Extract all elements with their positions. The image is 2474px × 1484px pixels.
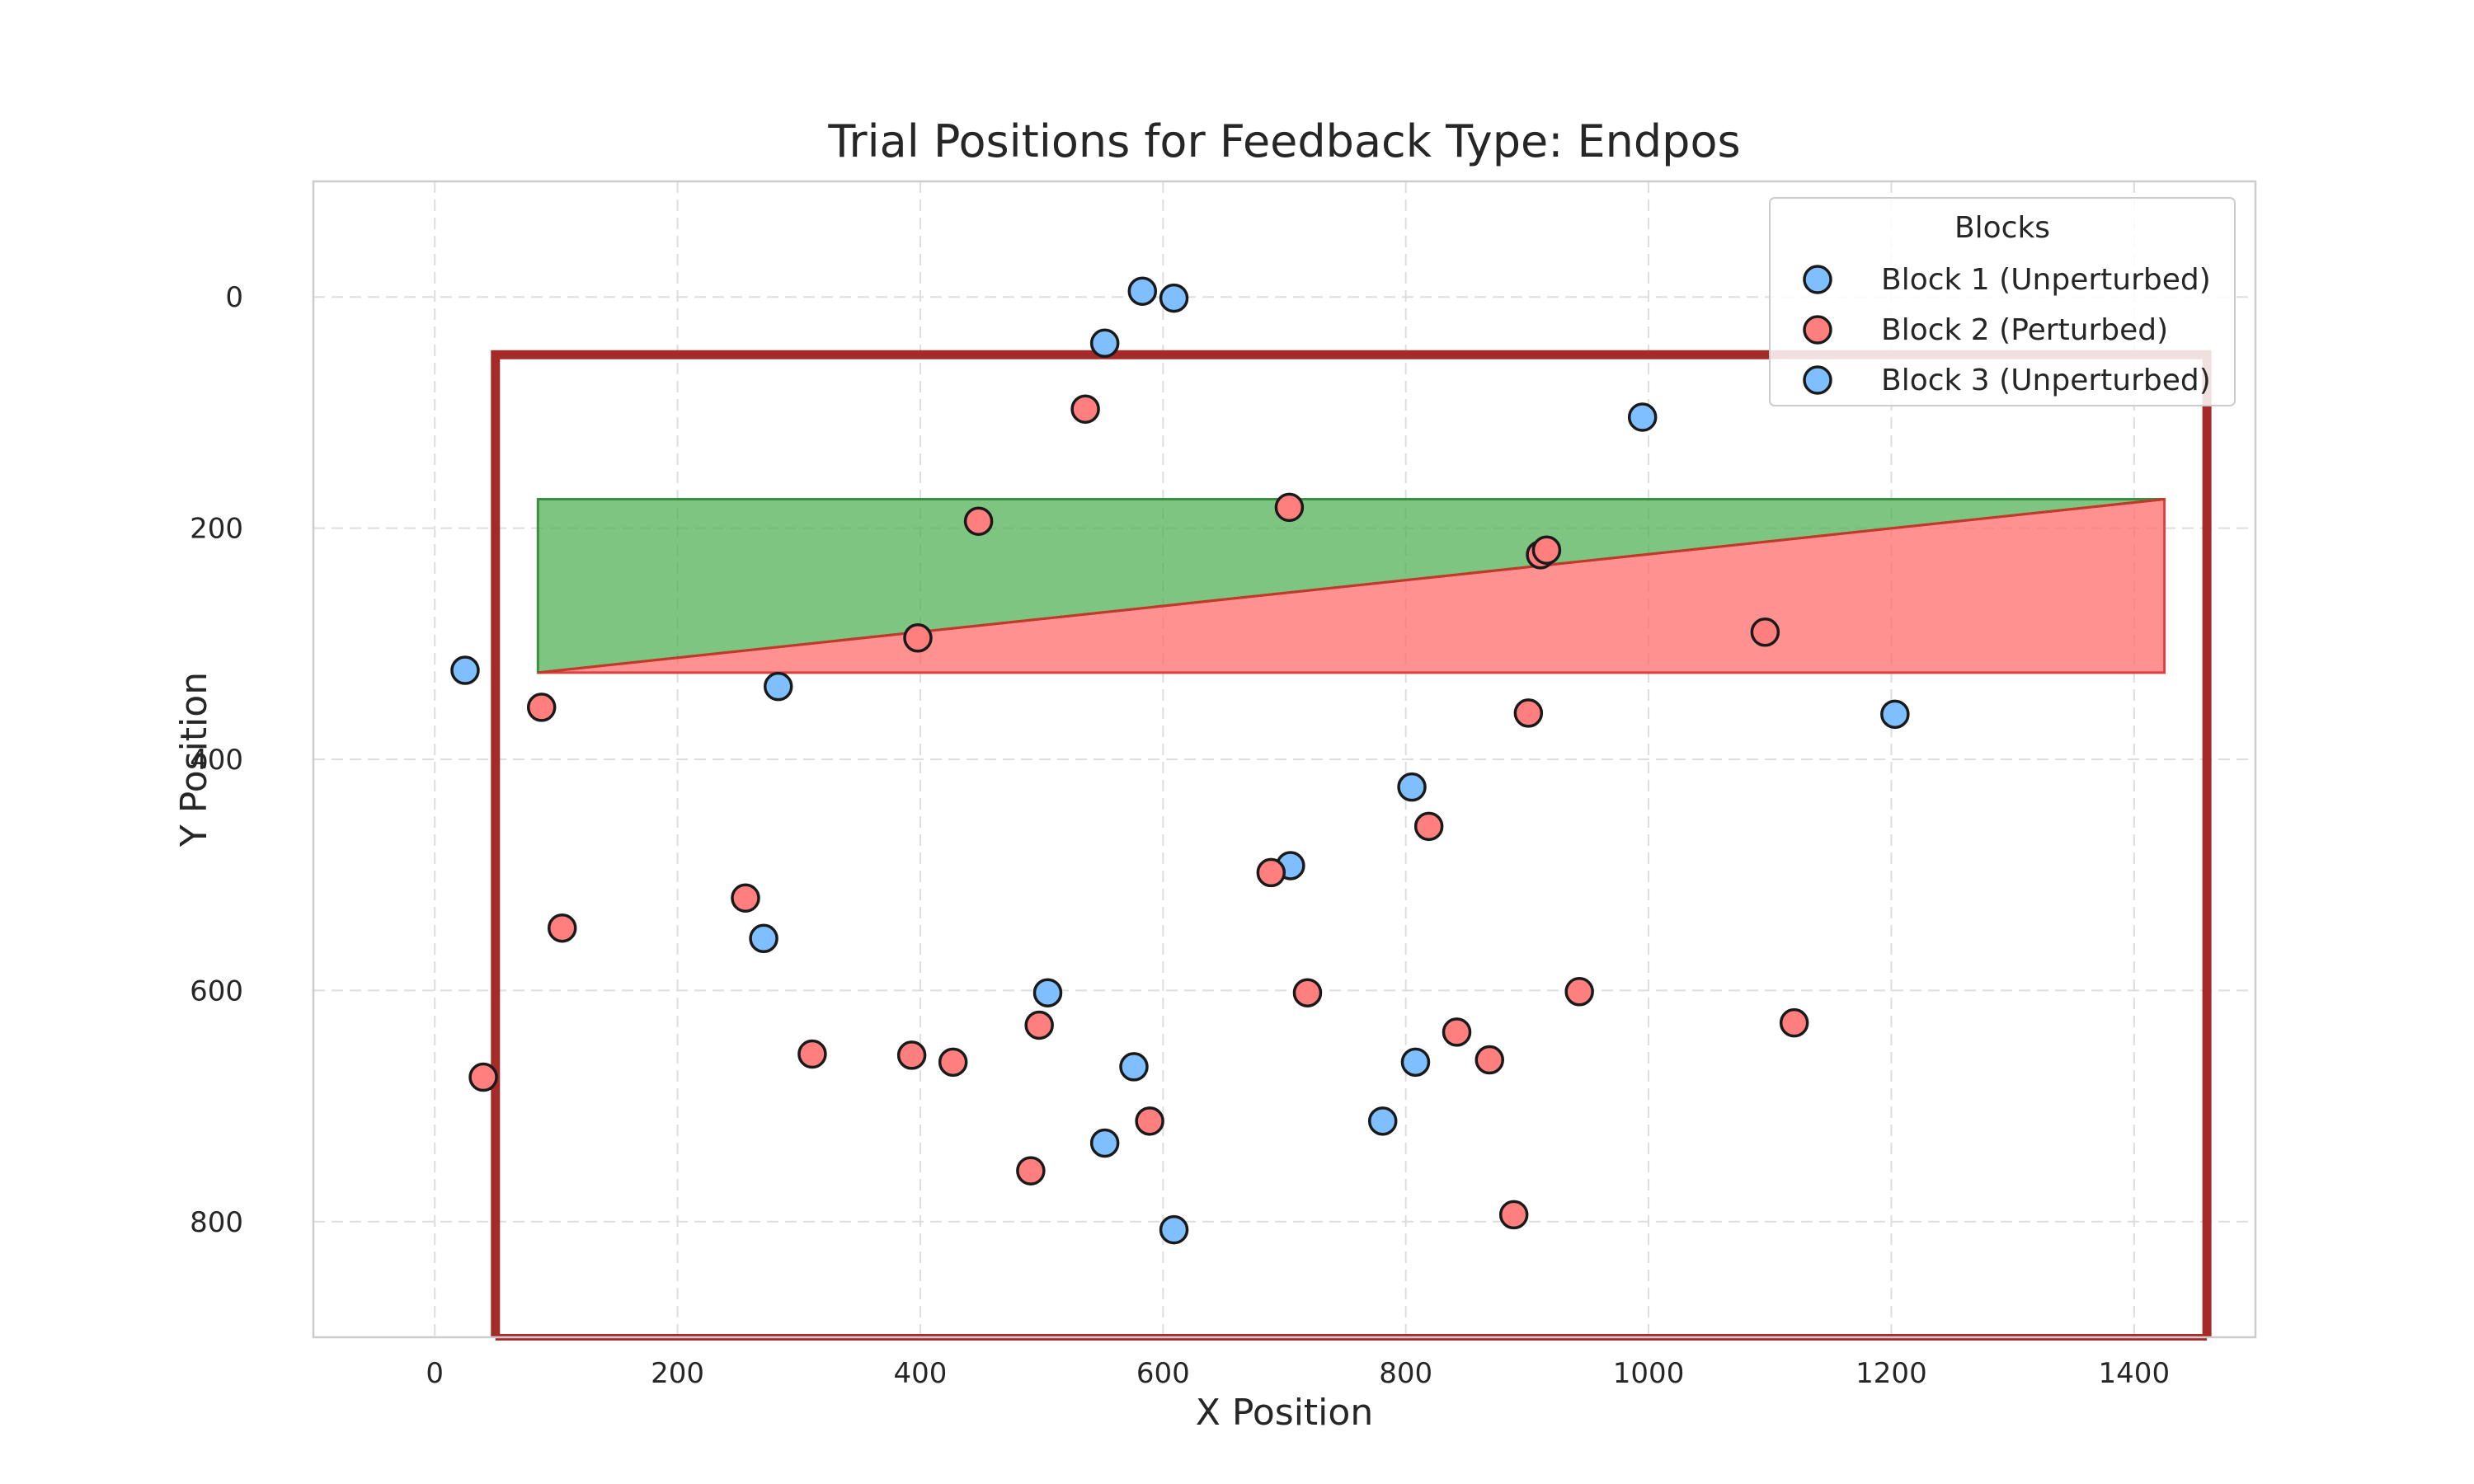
data-point-block-2 [1024,1010,1054,1040]
tick-layer: 0 200 400 600 800 1000 1200 1400 0 200 400 600 800 [190,281,2170,1390]
point-layer [450,276,1910,1245]
data-point-block-1 [1627,402,1658,432]
legend-marker-block-1 [1803,265,1832,294]
data-point-block-2 [731,883,760,913]
data-point-block-2 [903,623,933,653]
data-point-block-1 [450,655,480,685]
data-point-block-2 [1750,618,1780,647]
data-point-block-2 [1135,1106,1164,1136]
legend-label-block-1: Block 1 (Unperturbed) [1881,263,2211,297]
data-point-block-1 [1367,1106,1398,1136]
data-point-block-1 [763,671,793,702]
legend-title: Blocks [1954,211,2050,245]
x-tick-label: 1400 [2099,1357,2171,1390]
data-point-block-2 [938,1047,968,1078]
data-point-block-1 [749,923,778,954]
x-tick-label: 400 [893,1357,947,1390]
x-tick-label: 0 [426,1357,444,1390]
data-point-block-2 [896,1040,927,1070]
data-point-block-2 [797,1039,827,1069]
legend-label-block-3: Block 3 (Unperturbed) [1881,364,2211,397]
data-point-block-2 [1292,978,1323,1007]
data-point-block-2 [1016,1156,1046,1186]
data-point-block-2 [1274,492,1305,523]
chart-title: Trial Positions for Feedback Type: Endpo… [827,115,1740,167]
y-tick-label: 400 [190,744,243,777]
data-point-block-2 [468,1062,498,1092]
data-point-block-1 [1119,1052,1149,1082]
y-axis-label: Y Position [173,672,215,848]
x-tick-label: 1200 [1856,1357,1927,1390]
legend-marker-block-2 [1803,315,1832,345]
y-tick-label: 600 [190,974,243,1007]
data-point-block-1 [1159,283,1189,313]
data-point-block-2 [526,693,557,722]
data-point-block-1 [1400,1047,1431,1078]
data-point-block-1 [1089,328,1120,359]
data-point-block-2 [1413,811,1444,842]
y-tick-label: 200 [190,513,243,546]
x-tick-label: 800 [1379,1357,1432,1390]
legend-marker-block-3 [1803,365,1832,395]
data-point-block-1 [1127,276,1158,306]
x-axis-label: X Position [1196,1392,1373,1434]
y-tick-label: 800 [190,1206,243,1239]
data-point-block-2 [1256,857,1286,888]
data-point-block-2 [547,913,577,943]
legend-items: Block 1 (Unperturbed) Block 2 (Perturbed)… [1803,263,2211,397]
plot-frame [312,180,2257,1339]
data-point-block-2 [1070,394,1100,424]
boundary-rectangle [491,350,2212,1337]
data-point-block-2 [1779,1007,1809,1038]
region-divider-line [538,498,2165,674]
data-point-block-2 [1498,1200,1529,1230]
legend-box [1769,197,2236,406]
x-tick-label: 1000 [1613,1357,1685,1390]
data-point-block-1 [1880,699,1910,730]
y-tick-label: 0 [225,281,243,314]
x-tick-label: 600 [1136,1357,1190,1390]
legend: Blocks Block 1 (Unperturbed) Block 2 (Per… [1769,197,2236,406]
data-point-block-1 [1032,978,1063,1007]
data-point-block-2 [1531,535,1562,565]
data-point-block-2 [1513,698,1544,728]
data-point-block-2 [1564,977,1594,1007]
data-point-block-2 [1442,1017,1472,1047]
data-point-block-2 [1475,1045,1504,1075]
legend-label-block-2: Block 2 (Perturbed) [1881,313,2168,347]
data-point-block-1 [1159,1214,1189,1245]
data-point-block-2 [963,506,994,536]
data-point-block-1 [1089,1128,1120,1158]
x-tick-label: 200 [651,1357,704,1390]
data-point-block-1 [1397,772,1427,802]
